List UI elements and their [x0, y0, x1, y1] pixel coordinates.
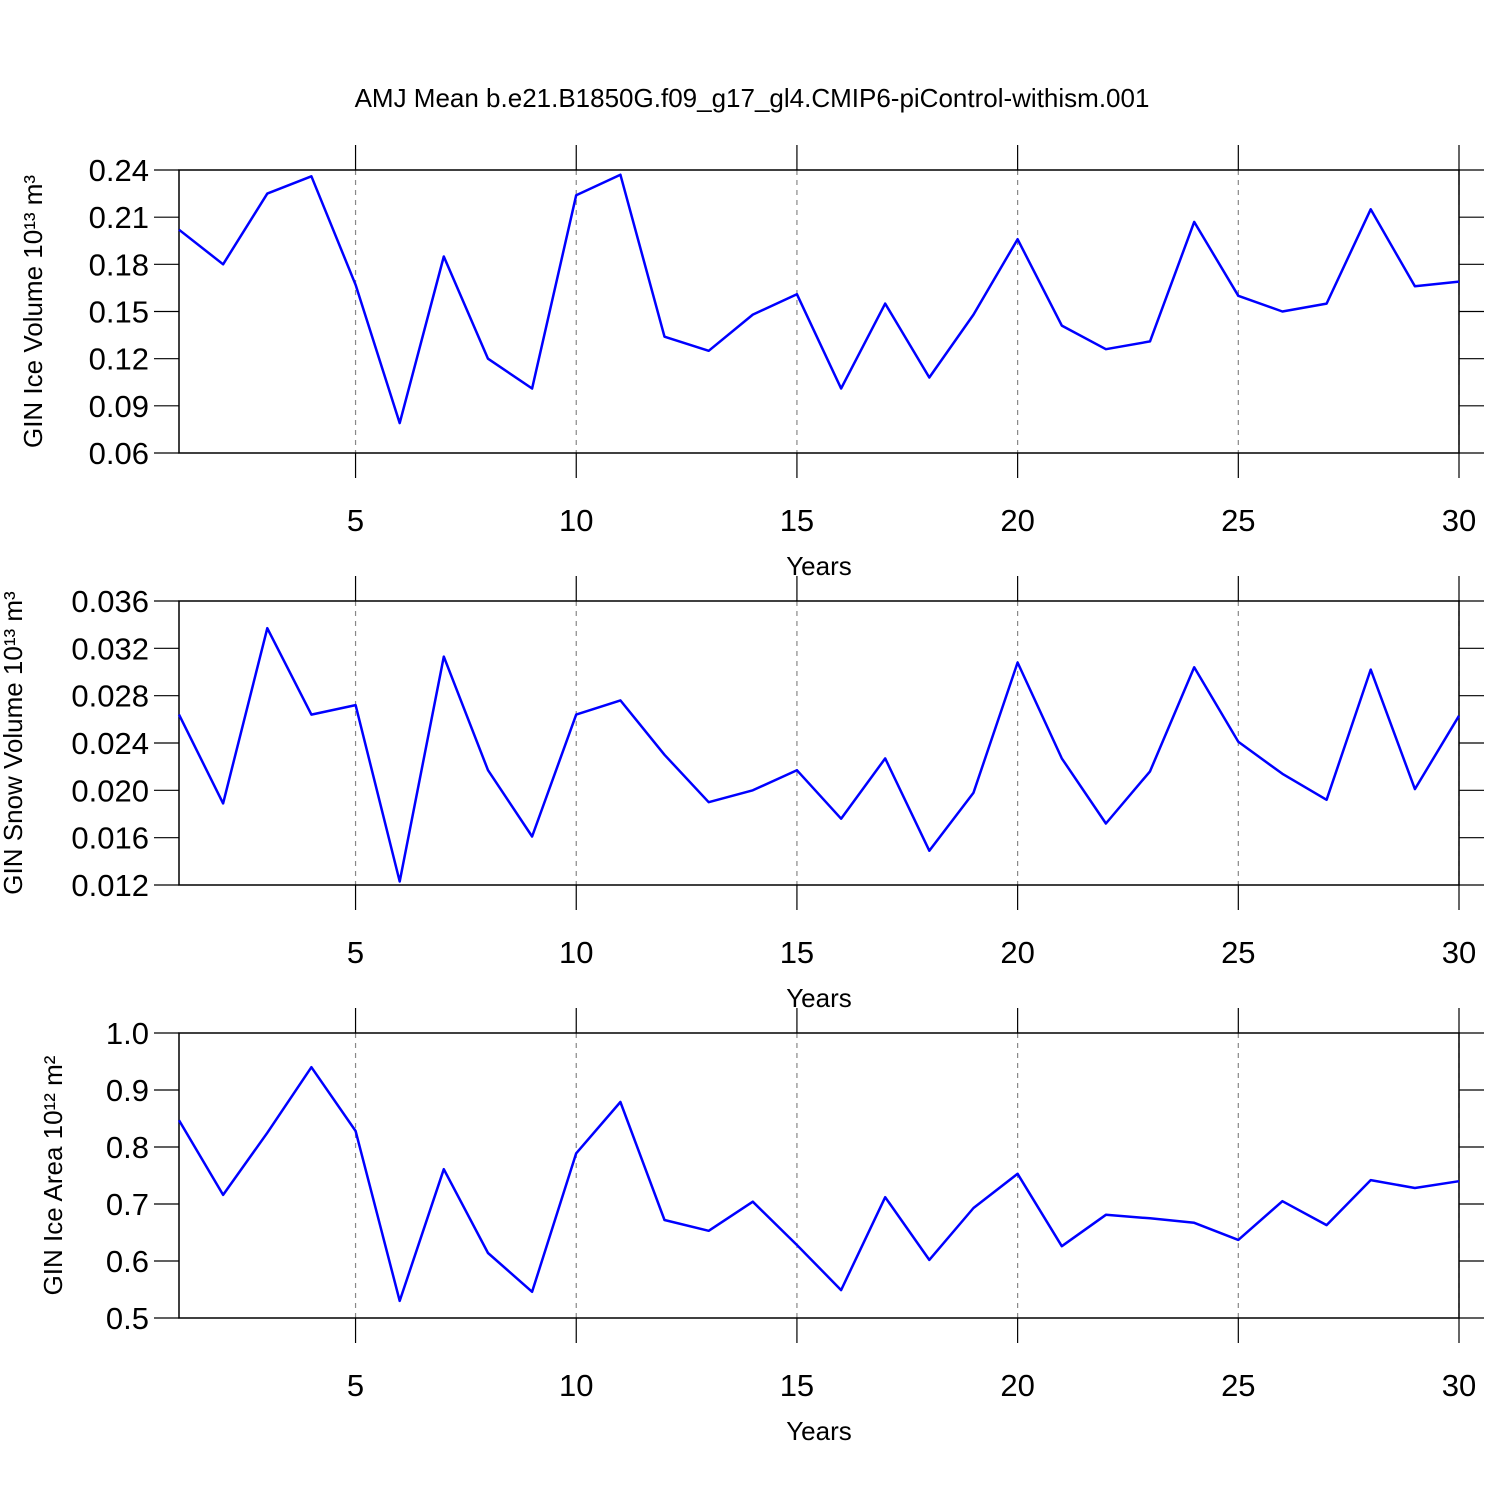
plot-frame	[178, 1032, 1460, 1319]
y-tick-label: 0.8	[106, 1130, 149, 1165]
y-tick-label: 0.5	[106, 1301, 149, 1336]
data-line	[178, 173, 1460, 425]
figure-title: AMJ Mean b.e21.B1850G.f09_g17_gl4.CMIP6-…	[355, 83, 1150, 113]
y-tick-label: 0.06	[89, 436, 149, 471]
x-tick-label: 25	[1221, 503, 1255, 538]
y-tick-label: 0.012	[71, 868, 149, 903]
plot-frame	[178, 600, 1460, 886]
x-tick-label: 5	[347, 1368, 364, 1403]
x-tick-label: 20	[1000, 935, 1034, 970]
y-tick-label: 0.12	[89, 342, 149, 377]
x-tick-label: 5	[347, 935, 364, 970]
x-tick-label: 25	[1221, 1368, 1255, 1403]
data-line	[177, 1065, 1460, 1303]
x-tick-label: 30	[1442, 503, 1476, 538]
x-tick-label: 20	[1000, 1368, 1034, 1403]
y-tick-label: 0.016	[71, 821, 149, 856]
y-tick-label: 0.9	[106, 1073, 149, 1108]
x-tick-label: 20	[1000, 503, 1034, 538]
x-tick-label: 15	[780, 935, 814, 970]
y-tick-label: 0.032	[71, 631, 149, 666]
x-axis-label: Years	[786, 551, 852, 581]
y-tick-label: 0.7	[106, 1187, 149, 1222]
x-axis-label: Years	[786, 983, 852, 1013]
y-tick-label: 0.028	[71, 679, 149, 714]
x-tick-label: 10	[559, 1368, 593, 1403]
x-tick-label: 10	[559, 503, 593, 538]
y-axis-label: GIN Ice Volume 10¹³ m³	[18, 175, 48, 448]
x-tick-label: 5	[347, 503, 364, 538]
y-tick-label: 0.21	[89, 200, 149, 235]
y-tick-label: 1.0	[106, 1016, 149, 1051]
x-tick-label: 15	[780, 1368, 814, 1403]
y-tick-label: 0.09	[89, 389, 149, 424]
y-tick-label: 0.6	[106, 1244, 149, 1279]
y-axis-label: GIN Snow Volume 10¹³ m³	[0, 591, 28, 895]
y-tick-label: 0.24	[89, 153, 149, 188]
data-line	[177, 626, 1461, 883]
y-axis-label: GIN Ice Area 10¹² m²	[38, 1055, 68, 1295]
y-tick-label: 0.18	[89, 247, 149, 282]
x-tick-label: 15	[780, 503, 814, 538]
x-axis-label: Years	[786, 1416, 852, 1446]
y-tick-label: 0.024	[71, 726, 149, 761]
y-tick-label: 0.036	[71, 584, 149, 619]
y-tick-label: 0.15	[89, 295, 149, 330]
x-tick-label: 30	[1442, 1368, 1476, 1403]
plot-frame	[178, 169, 1460, 454]
x-tick-label: 25	[1221, 935, 1255, 970]
x-tick-label: 30	[1442, 935, 1476, 970]
y-tick-label: 0.020	[71, 773, 149, 808]
x-tick-label: 10	[559, 935, 593, 970]
